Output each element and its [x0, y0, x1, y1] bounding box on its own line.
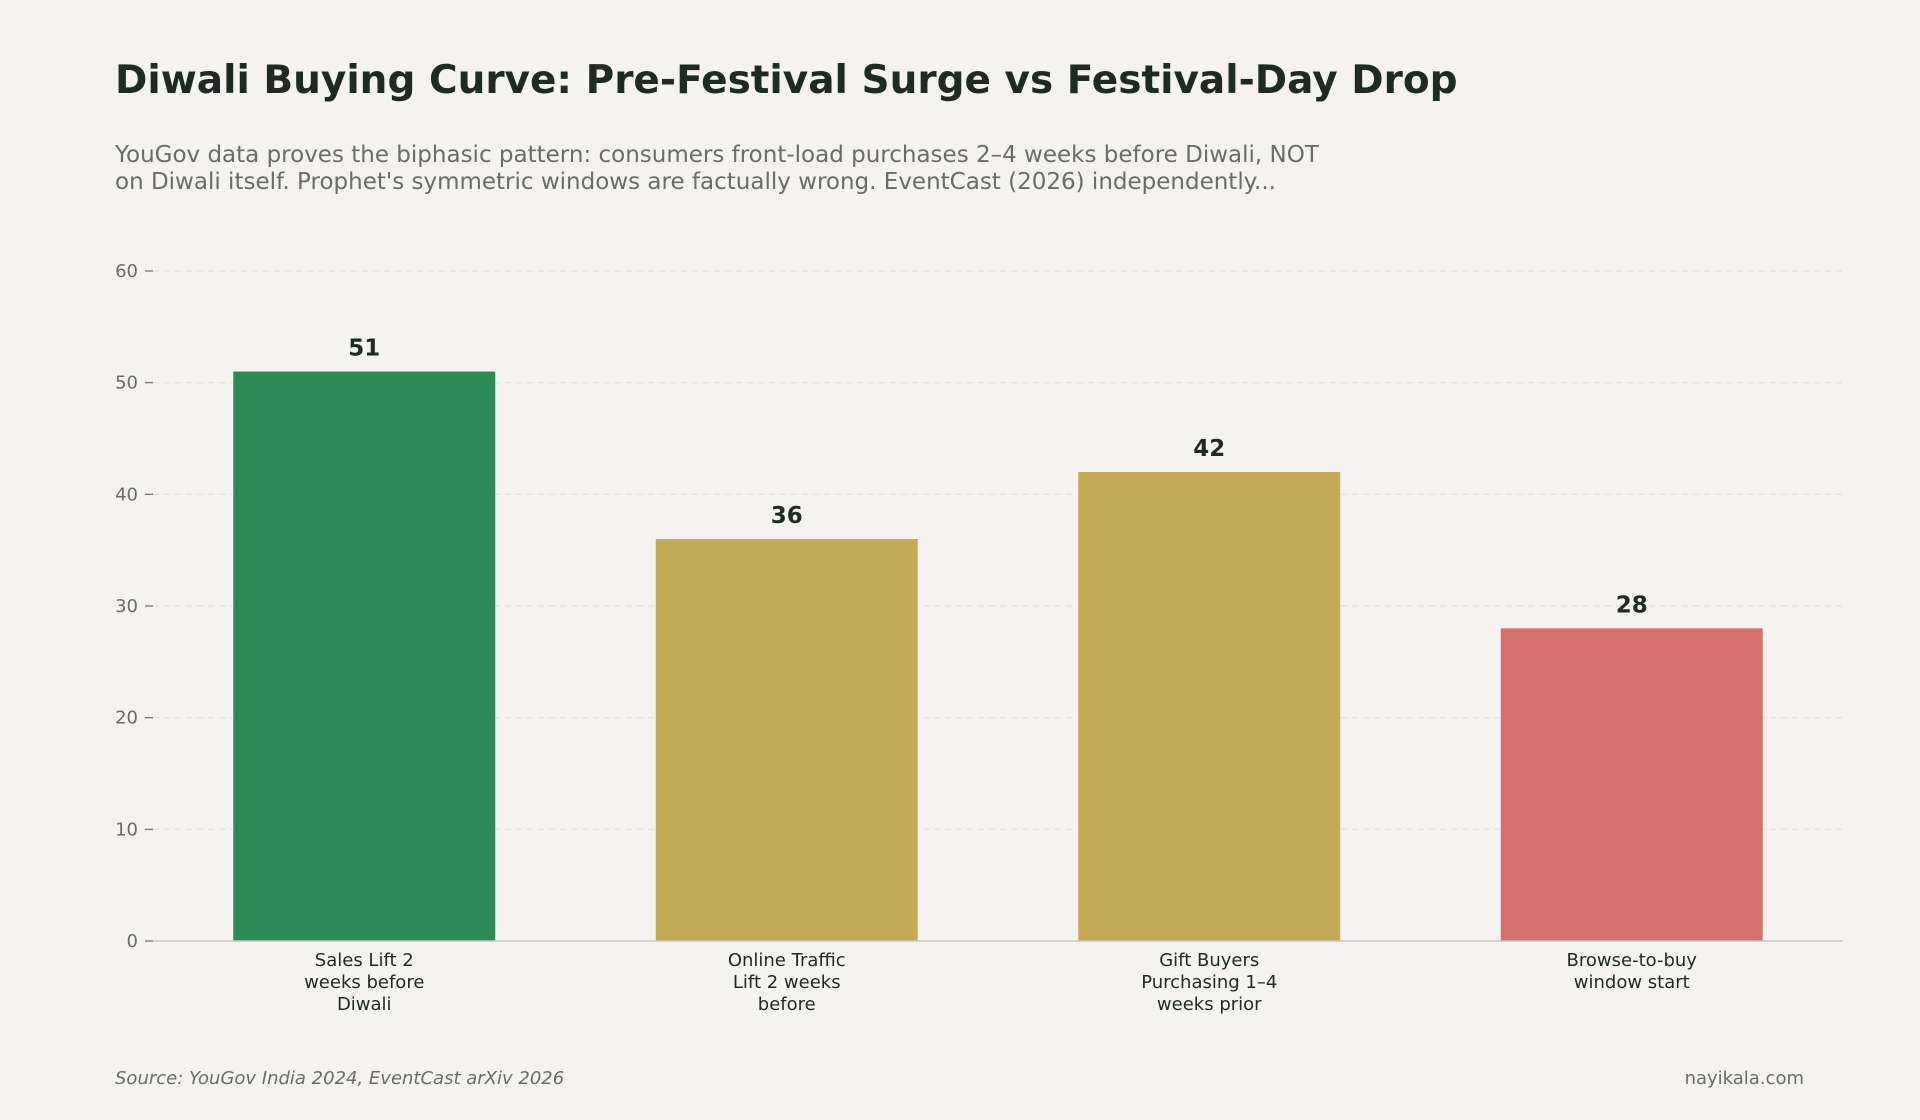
y-tick-label: 40 — [115, 484, 138, 505]
bar-value-label: 51 — [348, 336, 380, 362]
y-tick-label: 20 — [115, 708, 138, 729]
y-tick-label: 50 — [115, 373, 138, 394]
x-tick-label: Gift Buyers Purchasing 1–4 weeks prior — [1141, 950, 1277, 1015]
bar-value-label: 36 — [771, 503, 803, 529]
x-axis: Sales Lift 2 weeks before Diwali Online Tra… — [153, 940, 1843, 1015]
y-tick-label: 30 — [115, 596, 138, 617]
x-tick-label: Browse-to-buy window start — [1567, 950, 1698, 993]
y-tick-label: 10 — [115, 819, 138, 840]
bar — [655, 539, 918, 941]
source-note: Source: YouGov India 2024, EventCast arX… — [115, 1068, 565, 1089]
chart-subtitle: YouGov data proves the biphasic pattern:… — [115, 142, 1555, 196]
y-tick-label: 60 — [115, 261, 138, 282]
data-labels: 51 36 42 28 — [348, 336, 1648, 619]
y-axis: 0 10 20 30 40 50 60 — [115, 261, 153, 952]
subtitle-line: on Diwali itself. Prophet's symmetric wi… — [115, 169, 1276, 195]
chart-title: Diwali Buying Curve: Pre-Festival Surge … — [115, 58, 1458, 103]
bar-value-label: 42 — [1193, 436, 1225, 462]
bar — [1500, 628, 1763, 941]
subtitle-line: YouGov data proves the biphasic pattern:… — [115, 142, 1319, 168]
x-tick-label: Online Traffic Lift 2 weeks before — [728, 950, 846, 1015]
y-tick-label: 0 — [127, 931, 138, 952]
bar — [1078, 472, 1341, 941]
site-credit: nayikala.com — [1684, 1068, 1804, 1089]
bar-value-label: 28 — [1616, 592, 1648, 618]
x-tick-label: Sales Lift 2 weeks before Diwali — [304, 950, 424, 1015]
bar — [233, 371, 496, 941]
bars — [233, 371, 1763, 941]
